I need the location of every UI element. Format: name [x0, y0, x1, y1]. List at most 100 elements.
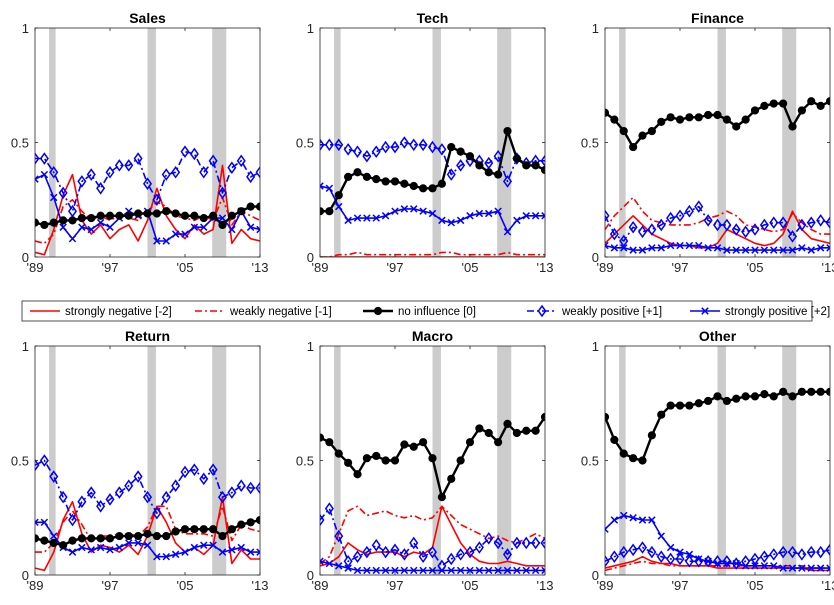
panel-title: Macro	[412, 328, 453, 344]
data-point-no-influence-0	[484, 168, 493, 177]
data-point-no-influence-0	[124, 531, 133, 541]
panel-other: 0 0.5 1 '89 '97 '05 '13 Other	[581, 328, 834, 593]
data-point-no-influence-0	[199, 525, 208, 534]
data-point-no-influence-0	[49, 538, 58, 548]
data-point-strongly-positive-2	[485, 209, 493, 218]
recession-band	[717, 346, 726, 575]
x-tick-label: '13	[822, 578, 834, 593]
data-point-no-influence-0	[540, 412, 545, 422]
data-point-no-influence-0	[522, 426, 531, 435]
data-point-weakly-positive-1	[427, 140, 438, 154]
data-point-strongly-positive-2	[760, 246, 769, 254]
data-point-no-influence-0	[610, 435, 619, 444]
data-point-no-influence-0	[190, 525, 199, 534]
data-point-no-influence-0	[825, 97, 830, 106]
data-point-strongly-positive-2	[648, 516, 656, 524]
series-line-strongly-negative-2	[35, 164, 260, 256]
data-point-weakly-positive-1	[124, 159, 134, 172]
x-tick-label: '13	[252, 260, 269, 275]
data-point-strongly-positive-2	[447, 566, 455, 575]
data-point-weakly-positive-1	[96, 182, 106, 195]
data-point-weakly-positive-1	[778, 216, 788, 229]
data-point-weakly-positive-1	[199, 472, 209, 486]
data-point-weakly-positive-1	[86, 168, 96, 181]
y-tick-label: 0	[22, 568, 29, 583]
data-point-strongly-positive-2	[475, 566, 484, 575]
data-point-strongly-positive-2	[87, 546, 95, 554]
data-point-weakly-positive-1	[39, 152, 49, 165]
data-point-weakly-positive-1	[741, 554, 751, 568]
legend-entry-strongly-positive-2: strongly positive [+2]	[690, 306, 830, 318]
data-point-strongly-positive-2	[531, 566, 540, 575]
data-point-weakly-positive-1	[806, 545, 816, 559]
data-point-strongly-positive-2	[770, 246, 778, 254]
data-point-weakly-positive-1	[731, 223, 741, 236]
data-point-weakly-positive-1	[409, 138, 419, 152]
data-point-weakly-positive-1	[484, 156, 494, 170]
x-tick-label: '89	[27, 260, 44, 275]
data-point-strongly-positive-2	[125, 539, 133, 547]
data-point-strongly-positive-2	[779, 246, 787, 254]
recession-band	[147, 346, 156, 575]
legend-label: strongly negative [-2]	[65, 306, 172, 318]
data-point-weakly-positive-1	[371, 145, 381, 158]
data-point-no-influence-0	[325, 207, 334, 216]
data-point-weakly-positive-1	[58, 490, 68, 504]
data-point-no-influence-0	[325, 438, 334, 447]
data-point-no-influence-0	[96, 534, 105, 543]
data-point-no-influence-0	[760, 389, 769, 399]
data-point-strongly-positive-2	[456, 566, 465, 575]
data-point-no-influence-0	[428, 454, 437, 463]
data-point-weakly-positive-1	[381, 545, 391, 559]
data-point-no-influence-0	[675, 401, 685, 410]
data-point-strongly-positive-2	[335, 202, 343, 211]
series-line-weakly-positive-1	[320, 507, 545, 567]
panel-finance: 0 0.5 1 '89 '97 '05 '13 Finance	[581, 10, 834, 275]
data-point-no-influence-0	[372, 451, 381, 461]
data-point-strongly-positive-2	[246, 223, 255, 231]
data-point-strongly-positive-2	[447, 218, 455, 227]
data-point-no-influence-0	[797, 106, 806, 115]
x-tick-label: '97	[387, 578, 404, 593]
data-point-strongly-positive-2	[209, 541, 217, 549]
x-tick-label: '97	[102, 260, 119, 275]
data-point-strongly-positive-2	[400, 566, 409, 575]
data-point-weakly-positive-1	[180, 465, 190, 479]
panel-sales: 0 0.5 1 '89 '97 '05 '13 Sales	[11, 10, 269, 275]
data-point-no-influence-0	[199, 213, 208, 223]
data-point-no-influence-0	[465, 438, 475, 447]
data-point-weakly-positive-1	[334, 138, 344, 152]
x-tick-label: '89	[597, 260, 614, 275]
data-point-no-influence-0	[666, 401, 675, 410]
y-tick-label: 0	[592, 568, 599, 583]
data-point-no-influence-0	[447, 142, 456, 152]
data-point-strongly-positive-2	[695, 241, 703, 250]
data-point-no-influence-0	[769, 392, 778, 401]
y-tick-label: 0.5	[11, 136, 29, 151]
data-point-strongly-positive-2	[325, 559, 334, 568]
data-point-weakly-positive-1	[142, 177, 153, 191]
data-point-no-influence-0	[816, 387, 825, 396]
data-point-strongly-positive-2	[704, 244, 712, 252]
data-point-no-influence-0	[59, 216, 68, 225]
data-point-strongly-positive-2	[344, 564, 352, 572]
recession-band	[782, 346, 797, 575]
data-point-weakly-positive-1	[609, 227, 619, 241]
data-point-strongly-positive-2	[605, 241, 609, 250]
data-point-weakly-positive-1	[67, 204, 78, 218]
data-point-strongly-positive-2	[96, 218, 105, 227]
x-tick-label: '05	[462, 260, 479, 275]
data-point-weakly-positive-1	[656, 550, 666, 563]
data-point-strongly-positive-2	[35, 175, 39, 183]
data-point-strongly-positive-2	[256, 548, 260, 556]
data-point-no-influence-0	[381, 177, 390, 186]
x-tick-label: '05	[747, 260, 764, 275]
data-point-no-influence-0	[246, 202, 255, 211]
data-point-weakly-positive-1	[759, 218, 769, 232]
x-tick-label: '89	[312, 260, 329, 275]
data-point-weakly-positive-1	[609, 550, 619, 563]
data-point-no-influence-0	[209, 525, 218, 534]
data-point-no-influence-0	[105, 211, 115, 220]
data-point-weakly-positive-1	[39, 454, 49, 467]
data-point-strongly-positive-2	[218, 548, 227, 556]
